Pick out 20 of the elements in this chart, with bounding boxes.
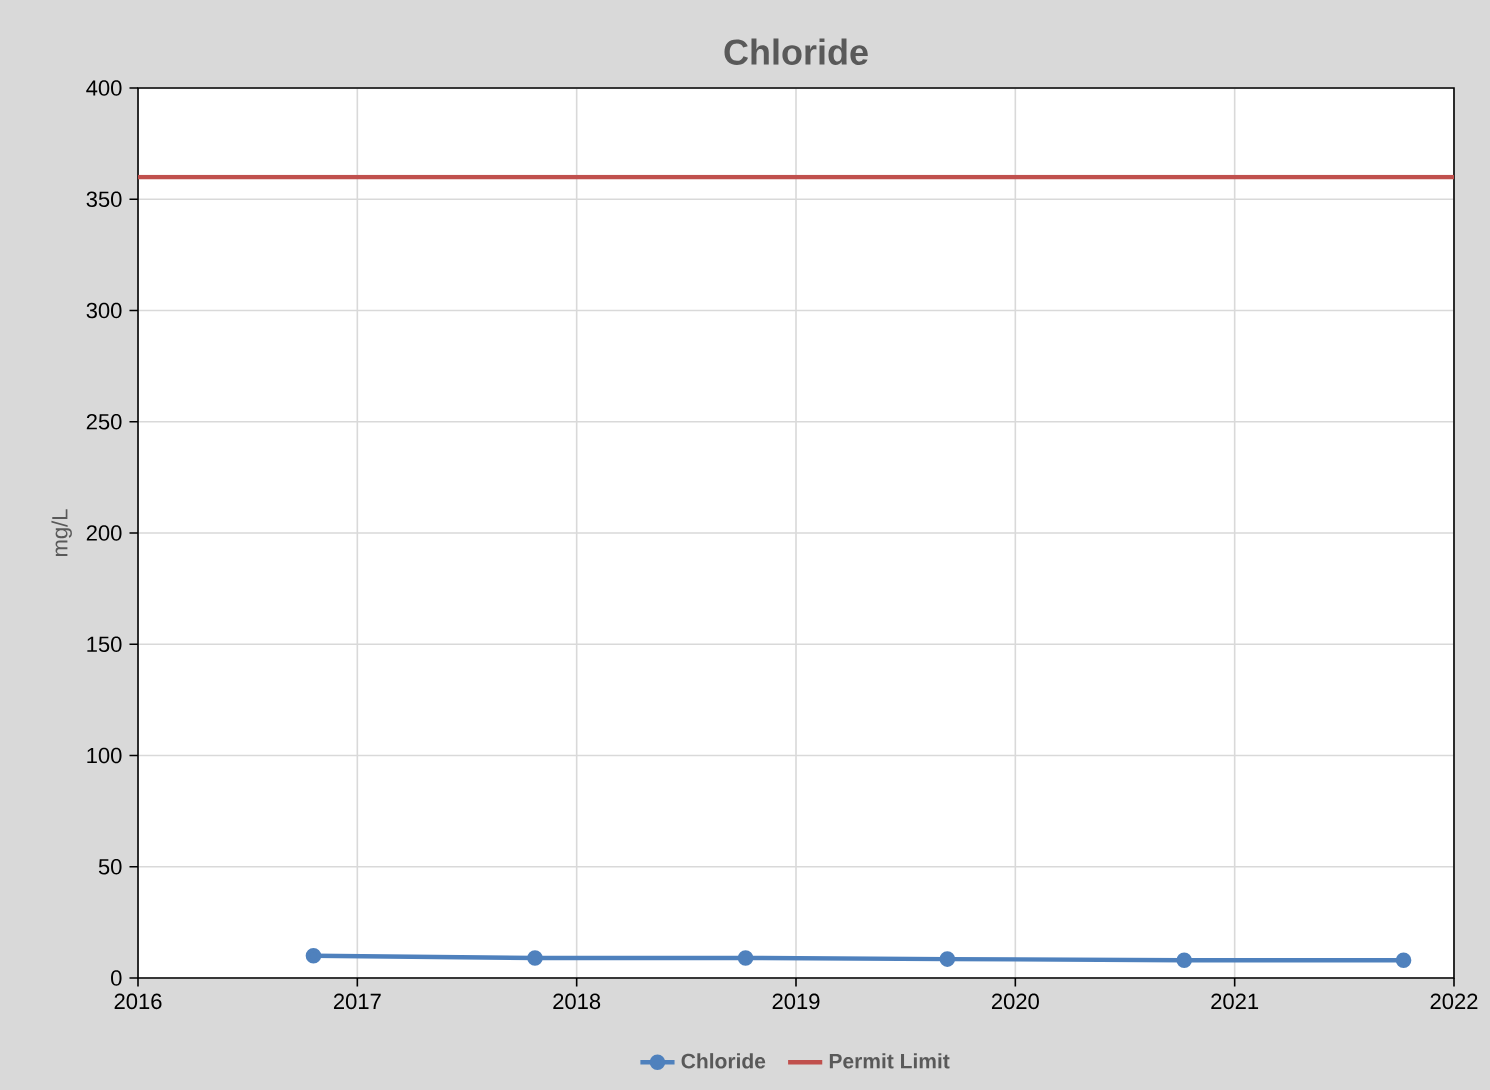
y-tick-label: 200 bbox=[86, 525, 122, 541]
y-tick-label: 100 bbox=[87, 747, 122, 764]
x-tick-label: 2018 bbox=[553, 993, 601, 1010]
y-axis-title: mg/L bbox=[51, 509, 72, 556]
x-tick-label: 2016 bbox=[114, 993, 162, 1010]
y-tick-label: 50 bbox=[98, 858, 122, 875]
y-tick-label: 400 bbox=[86, 80, 122, 96]
y-tick-label: 300 bbox=[86, 302, 122, 319]
y-tick-label: 250 bbox=[86, 413, 122, 430]
y-tick-label: 0 bbox=[111, 970, 122, 986]
x-tick-label: 2021 bbox=[1211, 993, 1259, 1010]
y-tick-label: 350 bbox=[86, 191, 122, 208]
x-tick-label: 2017 bbox=[333, 993, 381, 1010]
legend-label: Chloride bbox=[681, 1053, 766, 1069]
y-tick-label: 150 bbox=[87, 636, 122, 653]
chart-title: Chloride bbox=[724, 38, 868, 65]
x-tick-label: 2019 bbox=[772, 993, 820, 1010]
legend-label: Permit Limit bbox=[829, 1053, 950, 1069]
x-tick-label: 2020 bbox=[991, 993, 1039, 1010]
x-tick-label: 2022 bbox=[1430, 993, 1478, 1010]
